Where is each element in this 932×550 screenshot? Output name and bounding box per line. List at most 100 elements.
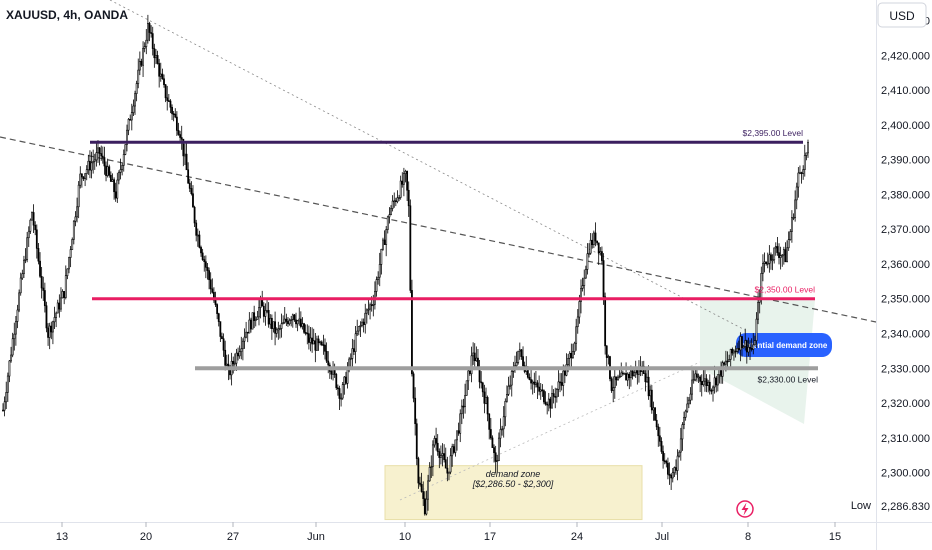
trendline-dotted bbox=[109, 0, 746, 331]
candle-bull bbox=[676, 455, 679, 471]
candle-bear bbox=[209, 279, 212, 290]
candle-bear bbox=[206, 266, 209, 271]
candle-bull bbox=[518, 349, 521, 352]
candle-bull bbox=[451, 446, 454, 457]
candle-bull bbox=[52, 321, 54, 333]
candle-bear bbox=[486, 397, 489, 415]
candle-bull bbox=[135, 83, 138, 94]
candle-bull bbox=[256, 316, 259, 320]
candle-bear bbox=[175, 116, 178, 131]
candle-bear bbox=[734, 350, 737, 353]
candle-bull bbox=[61, 291, 64, 299]
candle-bull bbox=[137, 69, 140, 84]
candle-bull bbox=[515, 362, 518, 367]
candle-bear bbox=[45, 305, 48, 329]
candle-bull bbox=[584, 269, 587, 279]
candle-bull bbox=[296, 320, 299, 325]
price-axis[interactable]: 2,290.0002,300.0002,310.0002,320.0002,33… bbox=[881, 16, 930, 515]
currency-button[interactable] bbox=[877, 2, 927, 28]
candle-bull bbox=[694, 373, 697, 381]
candle-bull bbox=[393, 200, 396, 203]
candle-bear bbox=[353, 348, 355, 352]
candle-bear bbox=[114, 191, 117, 199]
candle-bull bbox=[155, 55, 157, 59]
candle-bear bbox=[625, 373, 627, 381]
candle-bear bbox=[765, 261, 768, 264]
candle-bear bbox=[250, 319, 252, 330]
time-tick-label: Jul bbox=[655, 531, 669, 543]
candle-bear bbox=[784, 249, 787, 263]
candle-bull bbox=[803, 155, 806, 170]
candle-bear bbox=[82, 176, 85, 180]
candle-bull bbox=[691, 379, 693, 395]
candle-bull bbox=[707, 381, 710, 386]
time-tick-label: 10 bbox=[399, 531, 411, 543]
low-value-box bbox=[877, 498, 932, 514]
candle-bear bbox=[35, 229, 38, 249]
candle-bull bbox=[517, 350, 520, 363]
candle-bear bbox=[667, 462, 669, 475]
candle-bull bbox=[724, 360, 727, 365]
candle-bear bbox=[320, 341, 323, 345]
candle-bull bbox=[607, 356, 610, 358]
candle-bull bbox=[807, 141, 809, 154]
candle-bull bbox=[567, 357, 570, 365]
candle-bear bbox=[731, 348, 734, 354]
candle-bear bbox=[32, 212, 35, 226]
candle-bear bbox=[591, 239, 594, 245]
candle-bear bbox=[604, 296, 607, 347]
candle-bull bbox=[475, 357, 478, 362]
time-tick-label: Jun bbox=[307, 531, 325, 543]
candle-bull bbox=[372, 304, 375, 306]
candle-bull bbox=[84, 173, 87, 180]
time-axis[interactable]: 13 20 27 Jun 10 17 24 Jul 8 15 bbox=[56, 522, 841, 543]
candle-bear bbox=[457, 430, 460, 434]
candle-bull bbox=[671, 472, 674, 479]
candle-bull bbox=[354, 333, 357, 352]
potential-zone-label: potential demand zone bbox=[741, 341, 828, 350]
candle-bull bbox=[535, 382, 537, 385]
candle-bear bbox=[541, 389, 544, 392]
candle-bear bbox=[415, 423, 418, 459]
candle-bear bbox=[699, 376, 702, 382]
candle-bear bbox=[164, 84, 167, 99]
candle-bear bbox=[200, 247, 202, 254]
candle-bull bbox=[48, 325, 51, 338]
candle-bull bbox=[620, 372, 623, 378]
candle-bear bbox=[158, 63, 161, 77]
candle-bear bbox=[663, 460, 666, 462]
candle-bear bbox=[208, 270, 210, 281]
candle-bear bbox=[423, 498, 426, 515]
candle-bull bbox=[283, 318, 286, 323]
price-tick-label: 2,370.000 bbox=[881, 224, 930, 236]
candle-bull bbox=[430, 466, 433, 468]
candle-bear bbox=[452, 446, 455, 453]
candle-bull bbox=[752, 344, 755, 350]
candle-bear bbox=[317, 338, 320, 344]
low-value: 2,286.830 bbox=[881, 501, 930, 513]
candle-bear bbox=[232, 360, 235, 365]
candle-bull bbox=[357, 326, 360, 332]
candle-bull bbox=[433, 438, 436, 446]
candle-bear bbox=[314, 340, 317, 351]
candle-bear bbox=[737, 348, 740, 351]
candle-bull bbox=[55, 312, 58, 318]
candle-bull bbox=[106, 166, 109, 176]
candle-bear bbox=[481, 382, 484, 393]
price-tick-label: 2,350.000 bbox=[881, 294, 930, 306]
candle-bear bbox=[488, 413, 491, 430]
candle-bull bbox=[755, 318, 758, 341]
candle-bear bbox=[253, 312, 256, 321]
candle-bull bbox=[739, 336, 742, 351]
candle-bull bbox=[79, 173, 82, 186]
candle-bear bbox=[185, 153, 188, 171]
lightning-icon[interactable] bbox=[736, 500, 754, 518]
candle-bull bbox=[557, 381, 560, 390]
candle-bull bbox=[547, 398, 550, 406]
candle-bull bbox=[184, 153, 186, 157]
demand-zone-range: [$2,286.50 - $2,300] bbox=[472, 479, 554, 489]
candle-bull bbox=[248, 319, 251, 334]
candle-bear bbox=[662, 451, 665, 461]
candle-bull bbox=[744, 340, 747, 347]
